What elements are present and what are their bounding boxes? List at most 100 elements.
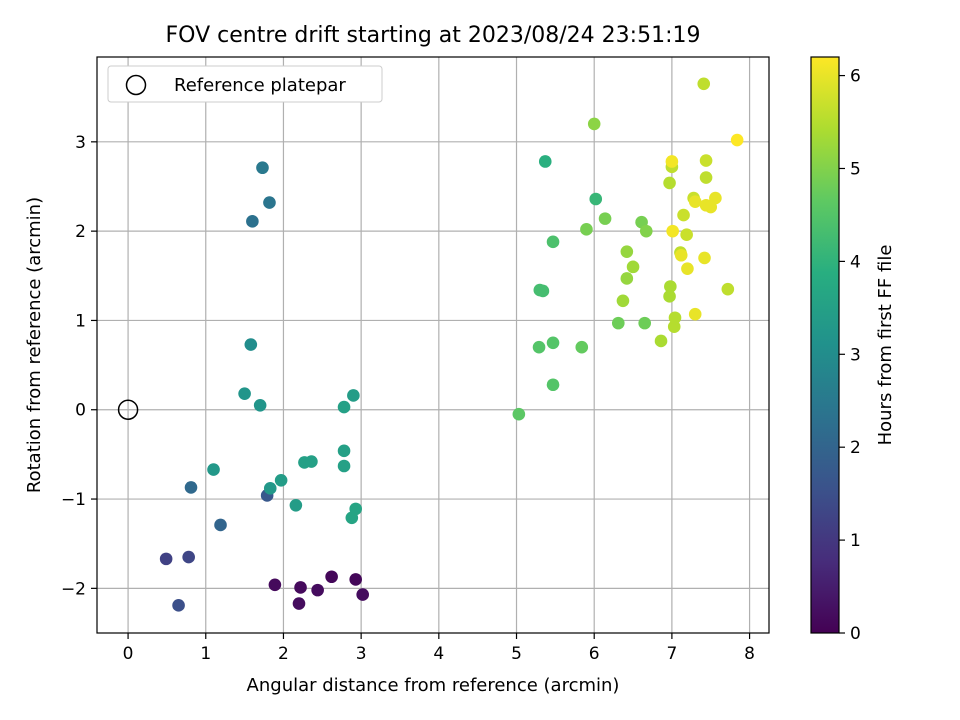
data-point	[654, 334, 668, 348]
data-point	[349, 502, 363, 516]
data-point	[184, 481, 198, 494]
data-point	[699, 171, 713, 184]
data-point	[546, 235, 560, 249]
data-point	[207, 463, 220, 476]
data-point	[356, 588, 369, 601]
data-point	[268, 578, 282, 592]
data-point	[598, 212, 612, 225]
y-tick-label: 3	[75, 133, 86, 153]
colorbar-gradient	[810, 56, 840, 634]
data-point	[294, 581, 307, 594]
data-point	[546, 378, 560, 392]
data-point	[698, 251, 711, 265]
data-point	[688, 195, 702, 208]
y-tick-label: −2	[61, 579, 86, 599]
data-point	[638, 316, 651, 330]
data-point	[337, 459, 351, 473]
x-tick-label: 4	[433, 644, 444, 664]
data-point	[674, 248, 688, 262]
data-points	[159, 77, 744, 612]
colorbar-label: Hours from first FF file	[875, 245, 896, 446]
data-point	[512, 407, 526, 421]
data-point	[626, 260, 640, 274]
x-tick-label: 5	[511, 644, 522, 664]
data-point	[589, 192, 603, 206]
x-tick-label: 1	[200, 644, 211, 664]
x-tick-label: 7	[666, 644, 677, 664]
chart-title: FOV centre drift starting at 2023/08/24 …	[166, 23, 701, 48]
data-point	[263, 196, 276, 209]
data-point	[730, 133, 744, 147]
colorbar: 0 1 2 3 4 5 6 Hours from first FF file	[810, 56, 896, 644]
colorbar-tick-label: 3	[850, 345, 861, 365]
data-point	[244, 338, 258, 351]
data-point	[337, 444, 351, 458]
reference-marker	[117, 399, 139, 420]
data-point	[721, 282, 735, 296]
data-point	[274, 473, 288, 487]
data-point	[668, 311, 682, 325]
data-point	[699, 154, 713, 167]
colorbar-ticks: 0 1 2 3 4 5 6	[839, 67, 861, 644]
y-tick-label: 1	[75, 311, 86, 331]
data-point	[639, 224, 653, 238]
data-point	[680, 228, 693, 242]
data-point	[616, 294, 630, 308]
data-point	[580, 223, 593, 236]
data-point	[253, 398, 267, 412]
data-point	[611, 316, 625, 330]
data-point	[587, 117, 601, 131]
data-point	[546, 336, 560, 350]
colorbar-tick-label: 2	[850, 438, 861, 458]
data-point	[663, 290, 676, 303]
legend-marker-reference	[125, 74, 147, 96]
y-axis-label: Rotation from reference (arcmin)	[24, 197, 45, 493]
data-point	[238, 387, 251, 400]
data-point	[172, 599, 185, 612]
data-point	[536, 284, 550, 298]
data-point	[665, 155, 679, 168]
colorbar-tick-label: 1	[850, 531, 861, 551]
x-tick-label: 2	[278, 644, 289, 664]
data-point	[214, 518, 227, 532]
data-point	[311, 583, 324, 597]
colorbar-tick-label: 5	[850, 159, 861, 179]
data-point	[305, 455, 318, 468]
legend-label-reference: Reference platepar	[174, 75, 346, 96]
plot-frame	[96, 56, 770, 634]
data-point	[681, 262, 694, 275]
data-point	[292, 597, 306, 610]
legend: Reference platepar	[107, 65, 383, 103]
data-point	[325, 570, 338, 584]
data-point	[289, 498, 303, 512]
data-point	[263, 482, 277, 495]
data-point	[347, 389, 360, 402]
x-tick-label: 6	[589, 644, 600, 664]
data-point	[337, 400, 351, 414]
x-axis-label: Angular distance from reference (arcmin)	[247, 675, 620, 696]
data-point	[538, 155, 552, 168]
data-point	[182, 550, 195, 564]
data-point	[246, 215, 259, 228]
data-point	[688, 307, 702, 321]
x-axis-ticks: 0 1 2 3 4 5 6 7 8	[123, 633, 755, 664]
colorbar-tick-label: 6	[850, 67, 861, 87]
y-tick-label: 0	[75, 401, 86, 421]
data-point	[697, 77, 711, 91]
data-point	[664, 280, 677, 293]
colorbar-tick-label: 0	[850, 624, 861, 644]
data-point	[349, 573, 363, 586]
x-tick-label: 8	[744, 644, 755, 664]
data-point	[532, 340, 546, 354]
y-tick-label: 2	[75, 222, 86, 242]
data-point	[620, 272, 634, 285]
data-point	[666, 224, 679, 238]
y-axis-ticks: −2 −1 0 1 2 3	[61, 133, 97, 599]
data-point	[620, 245, 634, 258]
colorbar-tick-label: 4	[850, 252, 861, 272]
y-tick-label: −1	[61, 490, 86, 510]
reference-point	[117, 399, 139, 420]
data-point	[256, 161, 269, 175]
data-point	[709, 191, 722, 205]
